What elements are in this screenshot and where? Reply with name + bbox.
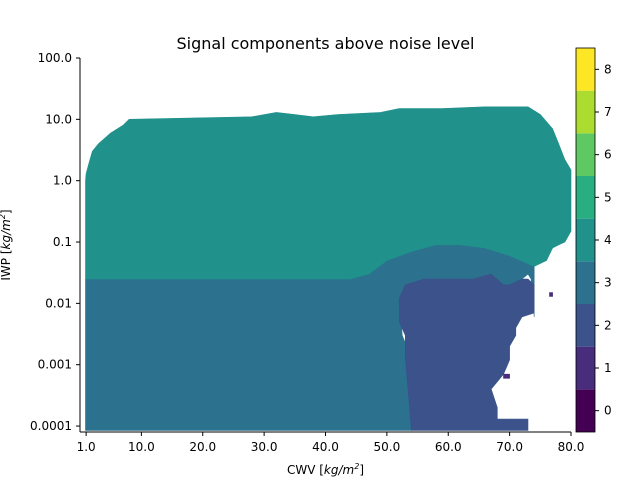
plot-area [85,106,572,431]
region-value-1-5 [549,292,553,297]
x-tick-label: 50.0 [374,440,401,454]
region-value-4-3 [85,106,572,280]
x-tick-label: 10.0 [128,440,155,454]
y-tick-label: 0.1 [53,235,72,249]
y-tick-label: 10.0 [45,112,72,126]
x-axis-label: CWV [kg/m2] [287,462,364,477]
x-tick-label: 20.0 [189,440,216,454]
y-tick-label: 0.001 [38,358,72,372]
region-value-2-2 [398,273,535,431]
colorbar-tick-label: 0 [604,404,612,418]
colorbar-tick-label: 6 [604,148,612,162]
colorbar-tick-label: 7 [604,105,612,119]
colorbar-swatch-0 [576,389,595,432]
x-axis: 1.0 10.0 20.0 30.0 40.0 50.0 60.0 70.0 80.0 [77,431,585,454]
colorbar-swatch-4 [576,218,595,262]
x-tick-label: 30.0 [251,440,278,454]
colorbar-swatch-1 [576,346,595,390]
y-tick-label: 0.01 [45,296,72,310]
region-value-1-4 [503,373,510,379]
y-tick-label: 100.0 [38,51,72,65]
colorbar-tick-label: 5 [604,190,612,204]
y-tick-label: 1.0 [53,174,72,188]
colorbar-tick-label: 1 [604,361,612,375]
colorbar-swatch-7 [576,90,595,134]
colorbar-tick-label: 4 [604,233,612,247]
x-tick-label: 70.0 [496,440,523,454]
x-tick-label: 80.0 [558,440,585,454]
chart-title: Signal components above noise level [176,34,474,53]
colorbar: 0 1 2 3 4 5 6 7 8 [575,47,612,433]
colorbar-tick-label: 8 [604,62,612,76]
y-tick-label: 0.0001 [30,419,72,433]
colorbar-swatch-8 [576,48,595,91]
x-tick-label: 1.0 [77,440,96,454]
colorbar-tick-label: 2 [604,318,612,332]
y-axis: 0.0001 0.001 0.01 0.1 1.0 10.0 100.0 [30,51,81,433]
colorbar-swatch-5 [576,176,595,219]
x-tick-label: 40.0 [312,440,339,454]
colorbar-swatch-2 [576,304,595,347]
y-axis-label: IWP [kg/m2] [0,209,13,280]
colorbar-tick-label: 3 [604,276,612,290]
colorbar-swatch-3 [576,261,595,304]
x-tick-label: 60.0 [435,440,462,454]
colorbar-swatch-6 [576,133,595,176]
